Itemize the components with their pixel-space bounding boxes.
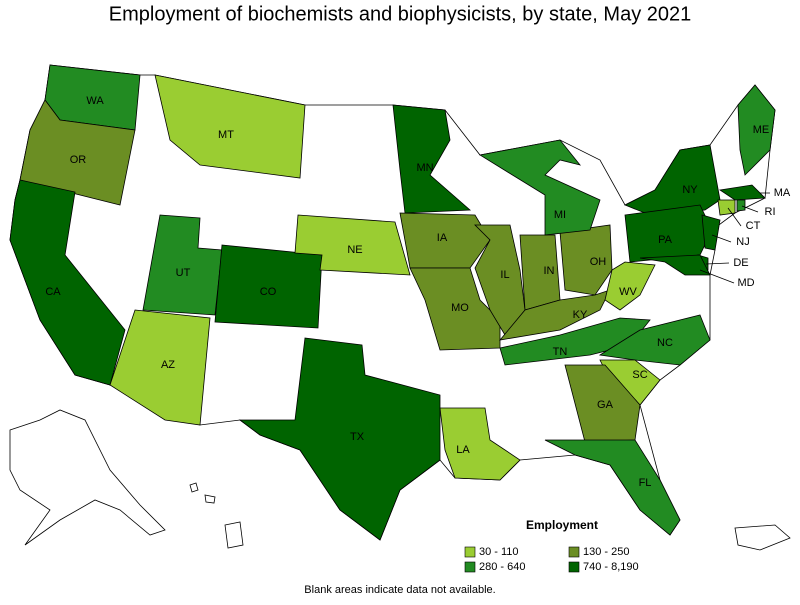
footnote: Blank areas indicate data not available. — [304, 584, 495, 596]
state-shape — [409, 267, 501, 351]
state-label: MD — [737, 277, 754, 289]
state-label: NC — [657, 337, 673, 349]
leader-line — [727, 207, 742, 227]
state-label: MA — [774, 187, 791, 199]
state-label: IL — [500, 269, 509, 281]
state-label: CA — [45, 286, 61, 298]
state-label: MO — [451, 302, 469, 314]
state-label: MT — [218, 129, 234, 141]
state-label: TN — [553, 346, 568, 358]
state-label: AZ — [161, 359, 175, 371]
state-label: OR — [70, 154, 87, 166]
state-label: ME — [753, 124, 770, 136]
state-shape — [736, 199, 746, 212]
hawaii — [224, 521, 244, 549]
state-label: WA — [86, 95, 104, 107]
state-shape — [701, 214, 721, 251]
state-label: UT — [176, 267, 191, 279]
state-shape — [154, 74, 306, 179]
hawaii — [204, 494, 216, 504]
alaska — [9, 409, 166, 546]
legend-swatch — [568, 561, 580, 573]
leader-line — [711, 234, 732, 243]
legend-title: Employment — [526, 518, 598, 532]
legend-swatch — [464, 546, 476, 558]
state-shape — [238, 337, 441, 541]
state-label: RI — [765, 206, 776, 218]
state-label: LA — [456, 444, 470, 456]
leader-line — [741, 205, 759, 213]
state-shape — [399, 212, 491, 269]
state-label: MN — [416, 162, 433, 174]
state-shape — [544, 439, 681, 536]
state-shape — [624, 144, 721, 216]
state-label: CT — [746, 220, 761, 232]
state-label: DE — [733, 257, 748, 269]
state-shape — [639, 254, 711, 276]
state-shape — [19, 99, 136, 206]
state-label: IN — [544, 265, 555, 277]
state-shape — [214, 244, 323, 329]
state-label: CO — [260, 286, 277, 298]
legend-swatch — [464, 561, 476, 573]
state-label: WV — [619, 286, 637, 298]
state-shape — [392, 104, 472, 214]
state-label: NE — [347, 244, 362, 256]
state-shape — [9, 179, 126, 386]
state-shape — [717, 199, 736, 216]
state-shape — [604, 261, 656, 311]
state-shape — [559, 224, 613, 296]
legend-label: 130 - 250 — [583, 546, 629, 558]
state-shape — [564, 364, 641, 443]
state-label: KY — [573, 309, 588, 321]
state-label: NY — [682, 184, 698, 196]
state-shape — [718, 184, 766, 201]
states: WA OR CA MT UT CO AZ NE TX MN IA MO IL IN OH KY WV TN NC SC… — [9, 64, 791, 541]
state-label: GA — [597, 399, 614, 411]
state-shape — [499, 289, 611, 341]
legend-label: 280 - 640 — [479, 561, 525, 573]
state-label: SC — [632, 369, 647, 381]
state-label: TX — [350, 431, 365, 443]
state-shape — [294, 214, 411, 276]
state-shape — [439, 407, 521, 481]
state-label: MI — [554, 209, 566, 221]
state-label: FL — [639, 477, 652, 489]
state-shape — [478, 139, 601, 236]
legend-label: 30 - 110 — [479, 546, 519, 558]
leader-line — [705, 262, 730, 265]
leader-line — [699, 269, 735, 284]
state-shape — [109, 309, 211, 426]
map-title: Employment of biochemists and biophysici… — [109, 3, 692, 25]
state-label: NJ — [736, 236, 749, 248]
state-label: PA — [658, 234, 673, 246]
state-label: IA — [437, 232, 448, 244]
legend-swatch — [568, 546, 580, 558]
state-label: OH — [590, 256, 607, 268]
legend-label: 740 - 8,190 — [583, 561, 639, 573]
hawaii — [189, 482, 199, 493]
puerto-rico — [734, 524, 791, 551]
state-shape — [737, 84, 776, 176]
legend: Employment 30 - 110 130 - 250 280 - 640 740… — [464, 518, 639, 573]
